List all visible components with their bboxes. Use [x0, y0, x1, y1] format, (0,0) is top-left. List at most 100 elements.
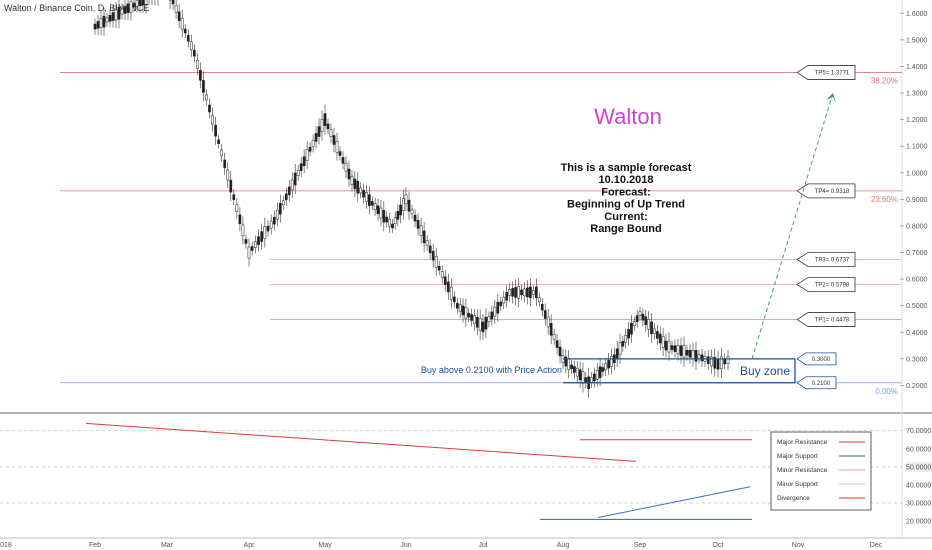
candle-body	[543, 310, 547, 319]
candle-body	[514, 287, 517, 298]
osc-tick-label: 60.0000	[906, 446, 931, 453]
candle-body	[329, 129, 333, 137]
osc-tick-label: 30.0000	[906, 501, 931, 508]
candle-body	[682, 345, 686, 358]
candle-body	[595, 370, 599, 380]
candle-body	[290, 179, 294, 191]
candle-body	[428, 245, 432, 254]
candle-body	[520, 289, 523, 296]
candle-body	[679, 345, 683, 356]
candle-body	[226, 169, 230, 181]
forecast-arrow-line	[751, 92, 834, 359]
candle-body	[96, 21, 100, 29]
target-box	[796, 65, 856, 80]
candle-body	[93, 23, 97, 30]
candle-body	[379, 207, 383, 219]
legend-label: Major Support	[777, 453, 818, 460]
candle-body	[618, 342, 622, 356]
osc-current-box	[905, 461, 932, 472]
candle-body	[581, 371, 585, 384]
divergence-line	[85, 422, 637, 462]
candle-body	[311, 140, 315, 147]
candle-body	[630, 322, 633, 335]
candle-body	[208, 104, 211, 113]
candle-body	[341, 157, 345, 164]
candle-body	[621, 341, 625, 347]
candle-body	[688, 349, 692, 358]
candle-body	[655, 331, 659, 339]
candle-body	[296, 170, 300, 176]
candle-body	[314, 133, 318, 142]
candle-body	[171, 0, 175, 5]
price-tick-label: 1.1000	[906, 144, 928, 151]
price-tick-label: 0.2000	[906, 383, 928, 390]
candle-body	[638, 311, 642, 316]
candle-body	[470, 314, 473, 321]
candle-body	[532, 290, 535, 295]
time-tick-label: 2018	[0, 542, 12, 549]
candle-body	[196, 59, 199, 69]
target-box	[796, 277, 856, 292]
candle-body	[144, 0, 148, 5]
candle-body	[326, 123, 330, 130]
candle-body	[529, 286, 532, 299]
candle-body	[661, 336, 665, 348]
candle-body	[373, 203, 377, 210]
target-label: TP5= 1.3771	[815, 71, 850, 77]
candle-body	[401, 198, 405, 211]
candle-body	[493, 306, 497, 317]
candle-body	[293, 172, 297, 186]
legend-label: Minor Support	[777, 481, 818, 488]
candle-body	[108, 15, 112, 22]
candle-body	[365, 192, 368, 202]
candle-body	[461, 305, 465, 316]
candle-body	[199, 70, 202, 81]
candle-body	[716, 358, 720, 370]
osc-current-label: 50.0000	[906, 464, 931, 471]
candle-body	[123, 6, 127, 14]
time-tick-label: Oct	[713, 542, 724, 549]
candle-body	[419, 225, 423, 236]
candle-body	[647, 319, 651, 330]
time-tick-label: May	[318, 542, 332, 549]
candle-body	[177, 11, 181, 21]
candle-body	[713, 357, 717, 369]
candle-body	[416, 220, 420, 229]
candle-body	[601, 367, 605, 372]
candle-body	[644, 316, 648, 325]
candle-body	[202, 80, 205, 93]
legend-label: Major Resistance	[777, 439, 828, 446]
candle-body	[320, 119, 324, 132]
candle-body	[484, 316, 488, 330]
candle-body	[691, 349, 695, 360]
candle-body	[353, 178, 357, 190]
candle-body	[253, 241, 257, 248]
buy-zone-price-label: 0.3000	[812, 357, 831, 363]
candle-body	[632, 321, 636, 326]
fib-level-label: 0.00%	[875, 387, 898, 396]
candle-body	[399, 204, 402, 216]
candle-body	[120, 8, 124, 15]
time-tick-label: Nov	[792, 542, 805, 549]
legend-label: Divergence	[777, 495, 810, 502]
candle-body	[111, 12, 115, 21]
price-tick-label: 0.8000	[906, 223, 928, 230]
candle-body	[673, 345, 677, 352]
candle-body	[362, 189, 365, 198]
price-tick-label: 1.6000	[906, 11, 928, 18]
candle-body	[287, 186, 291, 196]
candle-body	[404, 194, 408, 205]
candle-body	[396, 211, 400, 220]
candle-body	[132, 2, 136, 8]
candle-body	[575, 367, 579, 377]
candle-body	[700, 354, 704, 362]
candle-body	[499, 301, 503, 307]
candle-body	[434, 256, 438, 268]
candle-body	[449, 286, 453, 300]
candle-body	[278, 202, 282, 215]
support-trend-line	[597, 486, 751, 519]
candle-body	[275, 209, 279, 220]
price-tick-label: 0.5000	[906, 303, 928, 310]
candle-body	[670, 345, 674, 350]
